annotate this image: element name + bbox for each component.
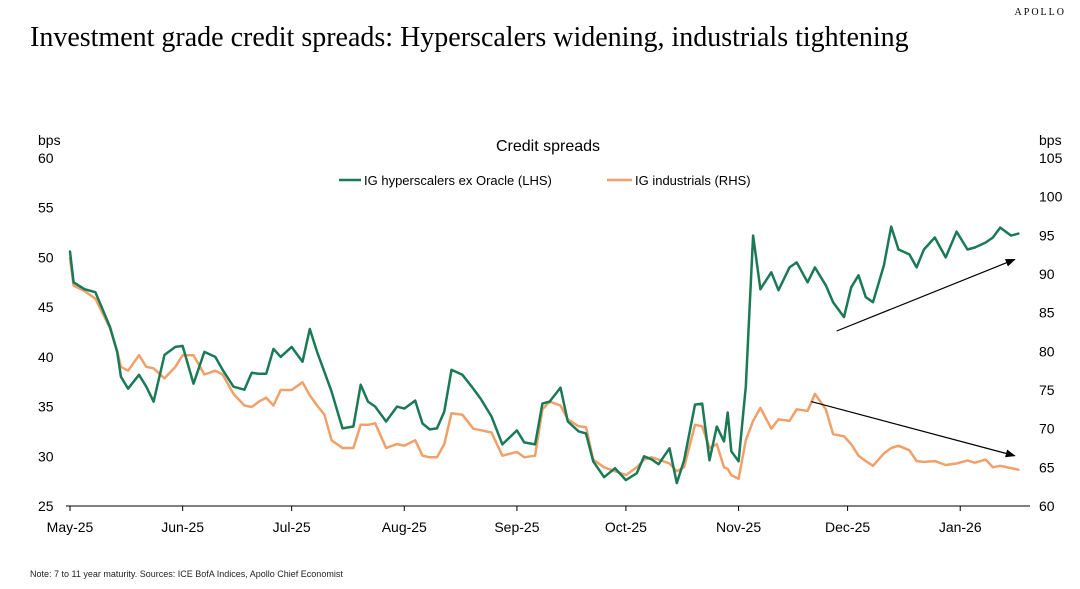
y-left-tick-label: 55: [38, 200, 54, 216]
footnote: Note: 7 to 11 year maturity. Sources: IC…: [30, 569, 343, 579]
page-title: Investment grade credit spreads: Hypersc…: [30, 22, 909, 53]
y-left-tick-label: 60: [38, 150, 54, 166]
trend-arrow-up: [836, 258, 1016, 332]
legend-label-industrials: IG industrials (RHS): [635, 173, 751, 188]
series-layer: [68, 225, 1020, 485]
series-line-industrials: [68, 257, 1020, 481]
y-left-tick-label: 25: [38, 498, 54, 514]
annotation-layer: [811, 258, 1016, 458]
y-left-tick-label: 30: [38, 448, 54, 464]
legend-label-hyperscalers: IG hyperscalers ex Oracle (LHS): [364, 173, 552, 188]
left-axis-ticks: 60 55 50 45 40 35 30 25: [38, 150, 54, 514]
y-right-tick-label: 65: [1039, 459, 1055, 475]
x-axis-ticks: May-25 Jun-25 Jul-25 Aug-25 Sep-25 Oct-25 Nov-…: [47, 506, 982, 535]
x-tick-label: Jan-26: [939, 519, 982, 535]
left-axis-unit: bps: [38, 132, 61, 148]
y-right-tick-label: 100: [1039, 189, 1063, 205]
brand-logo: APOLLO: [1014, 7, 1066, 18]
x-tick-label: Jun-25: [161, 519, 204, 535]
y-left-tick-label: 50: [38, 249, 54, 265]
series-line-hyperscalers: [68, 225, 1020, 485]
right-axis-unit: bps: [1039, 132, 1062, 148]
y-left-tick-label: 40: [38, 349, 54, 365]
legend: IG hyperscalers ex Oracle (LHS) IG indus…: [339, 173, 751, 188]
credit-spreads-chart: Credit spreads IG hyperscalers ex Oracle…: [38, 132, 1063, 535]
x-tick-label: Nov-25: [716, 519, 761, 535]
y-right-tick-label: 75: [1039, 382, 1055, 398]
x-tick-label: May-25: [47, 519, 94, 535]
y-right-tick-label: 85: [1039, 305, 1055, 321]
y-right-tick-label: 95: [1039, 227, 1055, 243]
y-right-tick-label: 80: [1039, 343, 1055, 359]
chart-title: Credit spreads: [496, 138, 600, 155]
y-right-tick-label: 105: [1039, 150, 1063, 166]
x-tick-label: Jul-25: [273, 519, 311, 535]
y-right-tick-label: 60: [1039, 498, 1055, 514]
x-tick-label: Dec-25: [825, 519, 870, 535]
y-right-tick-label: 70: [1039, 421, 1055, 437]
x-tick-label: Sep-25: [494, 519, 539, 535]
right-axis-ticks: 105 100 95 90 85 80 75 70 65 60: [1039, 150, 1063, 514]
y-left-tick-label: 35: [38, 399, 54, 415]
trend-arrow-down: [811, 401, 1016, 458]
x-tick-label: Oct-25: [605, 519, 647, 535]
y-right-tick-label: 90: [1039, 266, 1055, 282]
y-left-tick-label: 45: [38, 299, 54, 315]
x-tick-label: Aug-25: [382, 519, 427, 535]
